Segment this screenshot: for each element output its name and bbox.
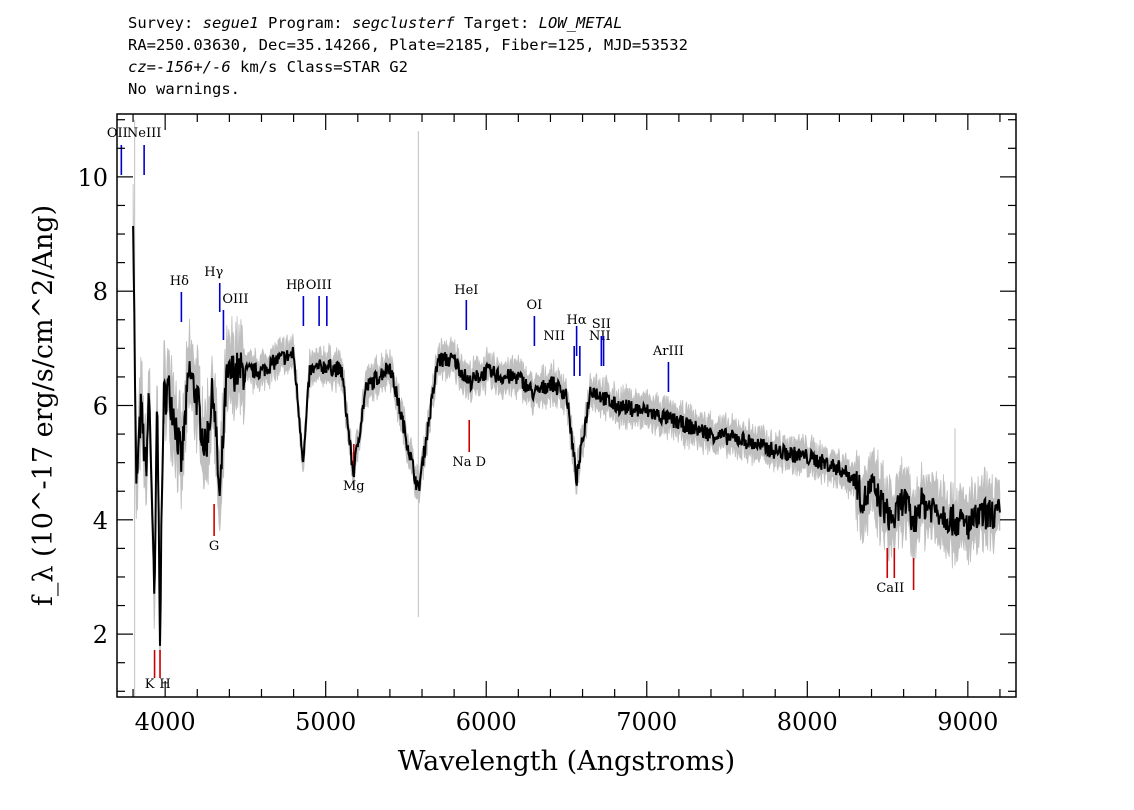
header-line-3: cz=-156+/-6 km/s Class=STAR G2 [128,56,688,78]
emission-line-label: NII [543,329,565,344]
survey-value: segue1 [202,14,259,32]
survey-prefix: Survey: [128,14,203,32]
y-tick-label: 2 [93,621,108,649]
spectrum-header: Survey: segue1 Program: segclusterf Targ… [128,12,688,100]
emission-line-label: OIII [306,278,332,293]
absorption-line-label: K [145,677,155,692]
error-band [132,119,1001,697]
program-prefix: Program: [258,14,352,32]
emission-line-label: HeI [454,283,478,298]
emission-line-label: ArIII [652,344,684,359]
y-tick-label: 4 [93,507,108,535]
y-axis-label: f_λ (10^-17 erg/s/cm^2/Ang) [28,205,59,606]
emission-line-label: Hα [567,313,587,328]
x-tick-label: 5000 [295,708,356,736]
x-tick-label: 9000 [937,708,998,736]
error-band-area [132,184,1001,676]
x-tick-label: 8000 [777,708,838,736]
emission-line-label: Hδ [170,274,189,289]
absorption-line-label: Mg [343,479,365,494]
emission-line-label: SII [592,317,611,332]
flux-line [132,225,1001,646]
target-value: LOW_METAL [538,14,623,32]
emission-line-label: OIII [222,292,248,307]
class-text: km/s Class=STAR G2 [230,58,408,76]
x-axis-label: Wavelength (Angstroms) [398,746,735,777]
header-line-4: No warnings. [128,80,240,98]
emission-line-label: NeIII [127,126,161,141]
x-tick-label: 7000 [616,708,677,736]
target-prefix: Target: [454,14,539,32]
x-tick-label: 6000 [456,708,517,736]
y-tick-label: 6 [93,393,108,421]
flux-series [132,225,1001,646]
emission-line-label: OI [526,298,542,313]
absorption-line-label: Na D [452,455,486,470]
y-tick-label: 8 [93,278,108,306]
header-line-1: Survey: segue1 Program: segclusterf Targ… [128,12,688,34]
emission-line-label: Hγ [204,265,223,280]
absorption-line-label: CaII [876,581,904,596]
emission-line-label: NII [589,329,611,344]
absorption-line-label: G [209,539,219,554]
y-tick-label: 10 [77,164,108,192]
program-value: segclusterf [351,14,455,32]
axes: 4000 5000 6000 7000 8000 9000 2 4 6 8 10 [77,113,1017,736]
header-line-2: RA=250.03630, Dec=35.14266, Plate=2185, … [128,36,688,54]
x-tick-label: 4000 [135,708,196,736]
emission-line-label: Hβ [286,278,305,293]
redshift-value: cz=-156+/-6 [128,58,231,76]
